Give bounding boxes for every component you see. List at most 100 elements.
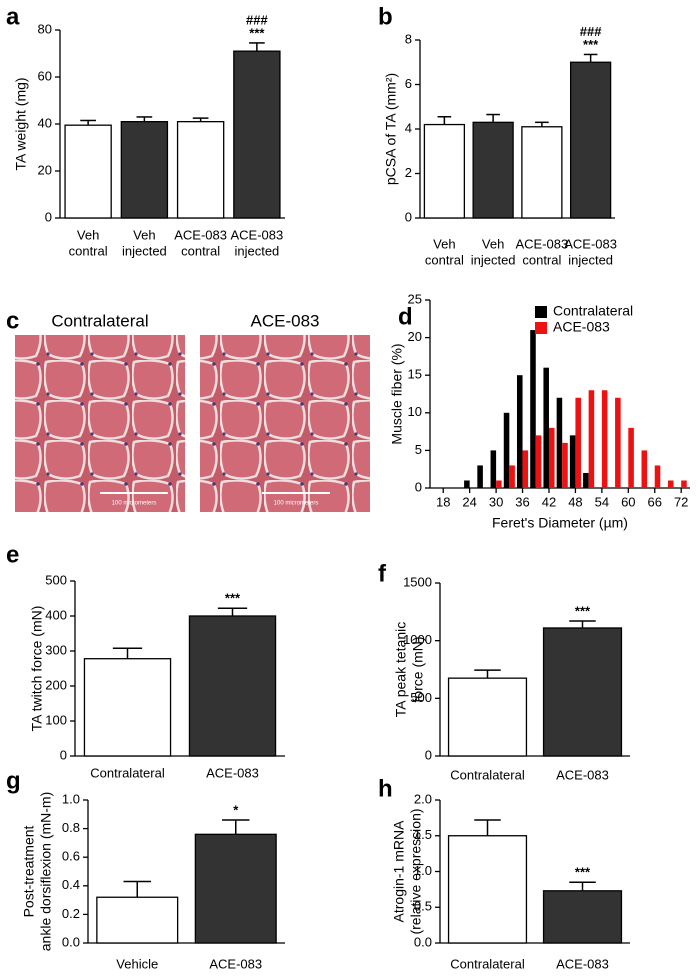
x-tick-label: 42 (542, 494, 556, 509)
y-tick-label: 0.4 (62, 877, 80, 892)
y-axis-label: pCSA of TA (mm²) (383, 73, 399, 185)
bar (120, 121, 169, 219)
y-tick-label: 200 (45, 677, 67, 692)
x-tick-label: ACE-083 (556, 767, 609, 782)
y-axis-label: force (mN) (410, 636, 426, 702)
y-tick-label: 60 (38, 68, 52, 83)
significance: *** (575, 603, 591, 618)
x-tick-label: ACE-083 (556, 956, 609, 971)
significance: * (233, 802, 239, 817)
bar (490, 450, 497, 488)
x-tick-label: injected (234, 243, 279, 258)
bar (542, 627, 623, 757)
bar (548, 427, 555, 488)
bar (575, 397, 581, 488)
y-tick-label: 0.0 (62, 934, 80, 949)
bar (615, 397, 621, 488)
bar (521, 126, 563, 219)
bar (601, 390, 608, 488)
bar (654, 465, 661, 488)
bar (583, 472, 589, 488)
x-axis-label: Feret's Diameter (µm) (492, 515, 628, 531)
x-tick-label: ACE-083 (516, 236, 569, 251)
x-tick-label: contral (69, 243, 108, 258)
x-tick-label: Contralateral (90, 765, 165, 780)
y-tick-label: 0.2 (62, 906, 80, 921)
histology-image (200, 335, 370, 512)
y-tick-label: 300 (45, 642, 67, 657)
bar (83, 658, 172, 757)
x-tick-label: Vehicle (116, 956, 158, 971)
bar (194, 833, 277, 944)
bar (509, 465, 515, 488)
y-axis-label: TA twitch force (mN) (29, 606, 45, 732)
bar (472, 121, 514, 219)
bar (447, 677, 528, 757)
y-tick-label: 100 (45, 712, 67, 727)
image-title: ACE-083 (251, 311, 320, 330)
y-tick-label: 8 (405, 31, 412, 46)
y-axis-label: Post-treatment (21, 825, 37, 917)
bar (233, 50, 281, 219)
y-tick-label: 1.0 (414, 863, 432, 878)
x-tick-label: Veh (433, 236, 455, 251)
x-tick-label: 24 (462, 494, 476, 509)
x-tick-label: ACE-083 (206, 765, 259, 780)
significance: *** (583, 37, 599, 52)
panel-label: c (6, 307, 19, 334)
bar (588, 390, 595, 488)
y-tick-label: 0 (415, 479, 422, 494)
x-tick-label: injected (471, 252, 516, 267)
y-tick-label: 40 (38, 115, 52, 130)
x-tick-label: Veh (77, 227, 99, 242)
bar (423, 123, 466, 219)
y-tick-label: 0.5 (414, 899, 432, 914)
bar (681, 480, 687, 488)
x-tick-label: ACE-083 (209, 956, 262, 971)
bar (562, 442, 568, 488)
x-tick-label: ACE-083 (231, 227, 284, 242)
panel-label: b (378, 3, 393, 30)
x-tick-label: Contralateral (450, 767, 525, 782)
bar (530, 330, 536, 488)
y-tick-label: 2.0 (414, 791, 432, 806)
y-tick-label: 4 (405, 120, 412, 135)
bar (188, 615, 277, 757)
y-axis-label: Atrogin-1 mRNA (391, 820, 407, 923)
x-tick-label: contral (425, 252, 464, 267)
bar (556, 397, 563, 488)
x-tick-label: Veh (133, 227, 155, 242)
bar (522, 450, 529, 488)
x-tick-label: Contralateral (450, 956, 525, 971)
panel-label: a (6, 3, 20, 30)
y-tick-label: 25 (408, 291, 422, 306)
y-tick-label: 0 (45, 209, 52, 224)
y-tick-label: 15 (408, 367, 422, 382)
x-tick-label: 66 (648, 494, 662, 509)
y-tick-label: 0.0 (414, 934, 432, 949)
x-tick-label: 30 (489, 494, 503, 509)
y-tick-label: 500 (410, 690, 432, 705)
y-tick-label: 0.6 (62, 849, 80, 864)
y-axis-label: ankle dorsiflexion (mN-m) (38, 792, 54, 951)
bar (641, 450, 648, 488)
significance: *** (249, 25, 265, 40)
y-axis-label: TA weight (mg) (13, 77, 29, 170)
panel-label: f (378, 560, 387, 587)
y-tick-label: 20 (408, 329, 422, 344)
image-title: Contralateral (51, 311, 148, 330)
y-tick-label: 0 (60, 747, 67, 762)
y-tick-label: 0.8 (62, 820, 80, 835)
y-tick-label: 2 (405, 165, 412, 180)
x-tick-label: injected (122, 243, 167, 258)
legend-label: ACE-083 (553, 319, 610, 335)
bar (542, 890, 623, 944)
y-tick-label: 5 (415, 442, 422, 457)
x-tick-label: 60 (621, 494, 635, 509)
x-tick-label: ACE-083 (174, 227, 227, 242)
panel-label: e (6, 541, 19, 568)
bar (628, 427, 634, 488)
micrograph: Contralateral 100 micrometers (15, 311, 185, 512)
y-tick-label: 1.5 (414, 827, 432, 842)
bar (176, 121, 225, 219)
